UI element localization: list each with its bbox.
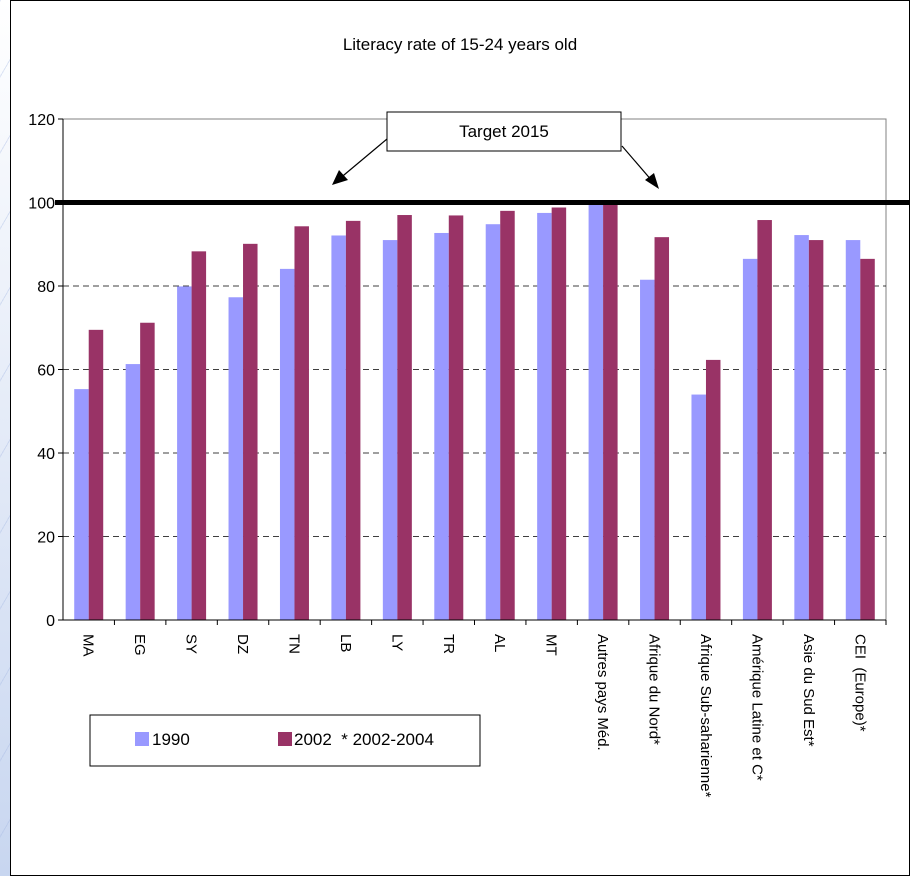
bar-1990-14 bbox=[794, 235, 809, 620]
x-tick-label: AL bbox=[491, 634, 508, 652]
target-arrow-right bbox=[621, 145, 654, 183]
legend-label-1990: 1990 bbox=[152, 730, 190, 749]
bar-2002-15 bbox=[860, 258, 875, 620]
y-tick-label: 40 bbox=[37, 446, 55, 463]
bar-2002-1 bbox=[140, 322, 155, 620]
x-axis: MA EG SY DZ TN LB LY TR AL MT Autres pays Méd. Afri… bbox=[63, 619, 887, 798]
x-tick-label: Afrique du Nord* bbox=[646, 634, 663, 745]
bar-1990-13 bbox=[742, 258, 758, 620]
bar-1990-2 bbox=[177, 286, 192, 620]
x-tick-label: LB bbox=[337, 634, 354, 652]
x-tick-label: TR bbox=[440, 634, 457, 654]
target-label-box bbox=[386, 111, 622, 152]
bar-2002-2 bbox=[191, 251, 207, 620]
y-tick-label: 120 bbox=[28, 112, 55, 129]
target-callout: Target 2015 bbox=[332, 111, 659, 189]
bar-2002-14 bbox=[808, 240, 824, 620]
x-tick-label: TN bbox=[285, 634, 302, 654]
x-tick-label: LY bbox=[388, 634, 405, 651]
bar-1990-6 bbox=[382, 240, 398, 620]
bar-2002-7 bbox=[448, 215, 464, 620]
bar-1990-10 bbox=[588, 204, 604, 621]
x-tick-label: EG bbox=[131, 634, 148, 656]
bar-2002-5 bbox=[345, 220, 361, 620]
bar-2002-4 bbox=[294, 226, 309, 621]
bar-1990-1 bbox=[125, 364, 141, 620]
bar-1990-11 bbox=[640, 279, 655, 620]
legend-swatch-2002 bbox=[278, 732, 292, 746]
bar-2002-6 bbox=[397, 215, 412, 620]
target-arrow-left bbox=[337, 138, 388, 181]
bar-1990-8 bbox=[485, 224, 501, 620]
y-tick-label: 100 bbox=[28, 196, 55, 213]
x-tick-label: SY bbox=[183, 634, 200, 654]
target-arrowhead-left bbox=[332, 170, 348, 185]
y-tick-label: 20 bbox=[37, 530, 55, 547]
y-axis: 0 20 40 60 80 100 120 bbox=[28, 112, 64, 630]
bar-2002-11 bbox=[654, 237, 670, 620]
bar-2002-0 bbox=[88, 329, 104, 620]
y-tick-label: 0 bbox=[46, 613, 55, 630]
bar-1990-7 bbox=[434, 232, 449, 621]
bar-2002-8 bbox=[500, 210, 515, 620]
bars bbox=[74, 204, 875, 621]
bar-2002-3 bbox=[243, 243, 258, 620]
x-tick-label: DZ bbox=[234, 634, 251, 654]
legend-label-2002: 2002 * 2002-2004 bbox=[294, 730, 434, 749]
x-tick-label: Amérique Latine et C* bbox=[748, 634, 765, 781]
bar-2002-12 bbox=[705, 359, 721, 620]
bar-1990-0 bbox=[74, 389, 89, 620]
x-tick-label: MT bbox=[543, 634, 560, 656]
bar-1990-5 bbox=[331, 235, 346, 621]
bar-1990-4 bbox=[279, 268, 295, 620]
bar-2002-9 bbox=[551, 207, 567, 620]
x-tick-label: CEI (Europe)* bbox=[851, 634, 868, 732]
y-tick-label: 80 bbox=[37, 279, 55, 296]
x-tick-label: Afrique Sub-saharienne* bbox=[697, 634, 714, 798]
bar-2002-13 bbox=[757, 220, 772, 620]
bar-1990-12 bbox=[691, 394, 706, 620]
bar-2002-10 bbox=[603, 204, 618, 621]
target-arrowhead-right bbox=[645, 173, 659, 189]
chart-title: Literacy rate of 15-24 years old bbox=[343, 35, 577, 54]
bar-1990-9 bbox=[537, 212, 552, 620]
x-tick-label: Asie du Sud Est* bbox=[800, 634, 817, 747]
x-tick-label: MA bbox=[80, 634, 97, 657]
bar-1990-3 bbox=[228, 297, 244, 620]
legend: 1990 2002 * 2002-2004 bbox=[89, 714, 481, 767]
legend-swatch-1990 bbox=[135, 732, 149, 746]
target-label: Target 2015 bbox=[459, 122, 549, 141]
bar-1990-15 bbox=[845, 240, 861, 620]
x-tick-label: Autres pays Méd. bbox=[594, 634, 611, 751]
y-tick-label: 60 bbox=[37, 363, 55, 380]
